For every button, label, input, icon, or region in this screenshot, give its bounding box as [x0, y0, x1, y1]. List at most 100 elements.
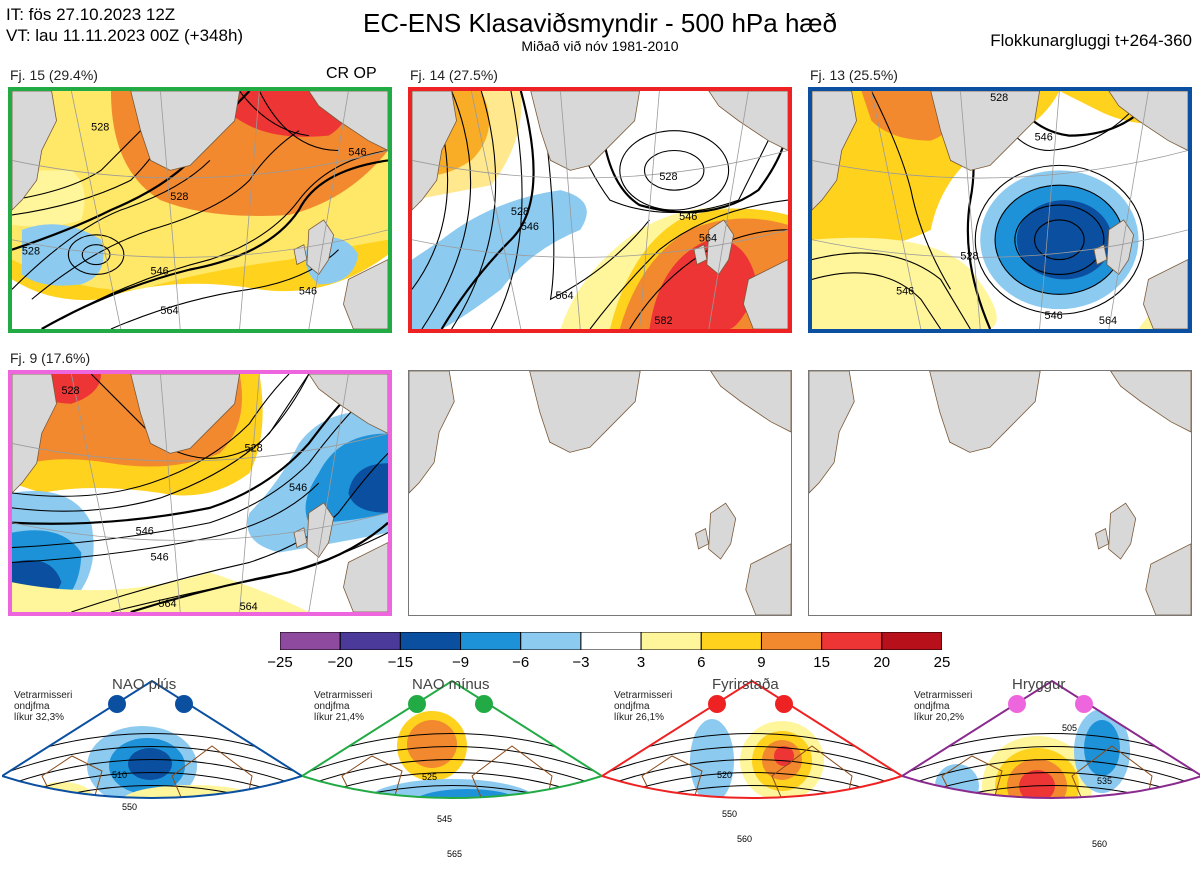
regime-note: Vetrarmisseri ondjfma líkur 20,2%: [914, 690, 972, 723]
regime-title: Hryggur: [1012, 676, 1066, 693]
contour-label: 546: [348, 146, 366, 158]
anomaly-blob: [407, 720, 457, 768]
regime-contour-label: 520: [717, 770, 732, 780]
init-time: IT: fös 27.10.2023 12Z: [6, 5, 176, 24]
regime-map-1: 510 550: [0, 676, 305, 871]
colorbar-tick-label: −25: [267, 654, 293, 671]
empty-map-2: [808, 370, 1192, 616]
colorbar-tick-label: 25: [933, 654, 951, 671]
contour-label: 528: [511, 206, 529, 218]
contour-label: 528: [990, 92, 1008, 104]
colorbar-tick-label: −6: [512, 654, 530, 671]
colorbar-swatch: [580, 631, 642, 651]
classification-window: Flokkunargluggi t+264-360: [990, 31, 1192, 50]
colorbar-swatch: [760, 631, 823, 651]
regime-dot: [108, 695, 126, 713]
contour-label: 528: [61, 385, 79, 397]
anomaly-blob: [774, 746, 794, 766]
contour-label: 564: [1099, 315, 1117, 327]
regime-title: NAO plús: [112, 676, 177, 693]
regime-map-3: 520 550 560: [599, 676, 905, 871]
regime-note-line: líkur 20,2%: [914, 712, 965, 723]
cluster-map-1: 528 528 546 546 564 546 528: [8, 87, 392, 333]
regime-note-line: líkur 32,3%: [14, 712, 65, 723]
contour-label: 546: [1045, 310, 1063, 322]
regime-title: Fyrirstaða: [712, 676, 779, 693]
regime-note-line: ondjfma: [614, 701, 650, 712]
page-subtitle: Miðað við nóv 1981-2010: [521, 38, 679, 54]
control-run-tag: CR OP: [326, 65, 377, 82]
colorbar-swatch: [640, 631, 702, 651]
cluster-map-4: 528 528 546 546 564 564 546: [8, 370, 392, 616]
regime-dot: [775, 695, 793, 713]
regime-note-line: líkur 21,4%: [314, 712, 365, 723]
valid-time: VT: lau 11.11.2023 00Z (+348h): [6, 26, 244, 45]
colorbar-tick-label: 20: [873, 654, 891, 671]
contour-label: 528: [22, 246, 40, 258]
contour-label: 564: [158, 598, 176, 610]
colorbar-tick-label: 3: [636, 654, 646, 671]
colorbar-tick-label: −15: [387, 654, 414, 671]
colorbar-swatch: [339, 631, 401, 651]
regime-contour-label: 550: [122, 802, 137, 812]
colorbar-swatch: [881, 631, 943, 651]
regime-note-line: ondjfma: [914, 701, 950, 712]
contour-label: 546: [521, 221, 539, 233]
colorbar-swatch: [520, 631, 582, 651]
anomaly-blob: [128, 748, 172, 780]
contour-label: 564: [240, 601, 258, 612]
regime-note-line: líkur 26,1%: [614, 712, 665, 723]
panel-label-4: Fj. 9 (17.6%): [10, 350, 91, 366]
colorbar-tick-label: −3: [572, 654, 590, 671]
contour-label: 528: [170, 191, 188, 203]
contour-label: 546: [896, 285, 914, 297]
regime-contour-label: 535: [1097, 776, 1112, 786]
regime-contour-label: 505: [1062, 723, 1077, 733]
regime-note-line: ondjfma: [314, 701, 350, 712]
panel-label-1: Fj. 15 (29.4%): [10, 67, 98, 83]
cluster-map-3: 528 528 546 546 564 546: [808, 87, 1192, 333]
regime-note-line: Vetrarmisseri: [314, 690, 373, 701]
regime-note: Vetrarmisseri ondjfma líkur 26,1%: [614, 690, 672, 723]
regime-map-4: 505 535 560: [899, 676, 1200, 871]
regime-contour-label: 545: [437, 814, 452, 824]
contour-label: 528: [960, 251, 978, 263]
regime-contour-label: 550: [722, 809, 737, 819]
regime-map-2: 525 545 565: [299, 676, 605, 871]
regime-note-line: Vetrarmisseri: [614, 690, 673, 701]
contour-label: 546: [1035, 132, 1053, 144]
contour-label: 546: [289, 482, 307, 494]
colorbar-swatch: [399, 631, 462, 651]
panel-label-2: Fj. 14 (27.5%): [410, 67, 498, 83]
regime-title: NAO mínus: [412, 676, 490, 693]
colorbar-swatch: [821, 631, 883, 651]
panel-label-3: Fj. 13 (25.5%): [810, 67, 898, 83]
contour-label: 564: [699, 233, 717, 245]
regime-dot: [175, 695, 193, 713]
empty-map-1: [408, 370, 792, 616]
contour-label: 528: [659, 171, 677, 183]
colorbar-swatch: [279, 631, 341, 651]
colorbar-tick-label: −20: [327, 654, 353, 671]
contour-label: 546: [151, 265, 169, 277]
colorbar-tick-label: 6: [697, 654, 706, 671]
contour-label: 564: [555, 290, 573, 302]
regime-contour-label: 525: [422, 772, 437, 782]
regime-note-line: Vetrarmisseri: [14, 690, 73, 701]
anomaly-blob: [122, 785, 262, 798]
header-run-info: IT: fös 27.10.2023 12Z VT: lau 11.11.202…: [6, 4, 243, 46]
anomaly-blob: [412, 789, 522, 798]
regime-note: Vetrarmisseri ondjfma líkur 32,3%: [14, 690, 72, 723]
colorbar-swatch: [700, 631, 762, 651]
regime-note-line: ondjfma: [14, 701, 50, 712]
colorbar: [279, 631, 943, 651]
contour-label: 582: [654, 315, 672, 327]
colorbar-tick-label: 15: [813, 654, 830, 671]
contour-label: 528: [91, 122, 109, 134]
regime-contour-label: 510: [112, 770, 127, 780]
regime-dot: [408, 695, 426, 713]
contour-label: 546: [679, 211, 697, 223]
regime-contour-label: 565: [447, 849, 462, 859]
regime-note-line: Vetrarmisseri: [914, 690, 973, 701]
page-title: EC-ENS Klasaviðsmyndir - 500 hPa hæð: [363, 8, 837, 38]
